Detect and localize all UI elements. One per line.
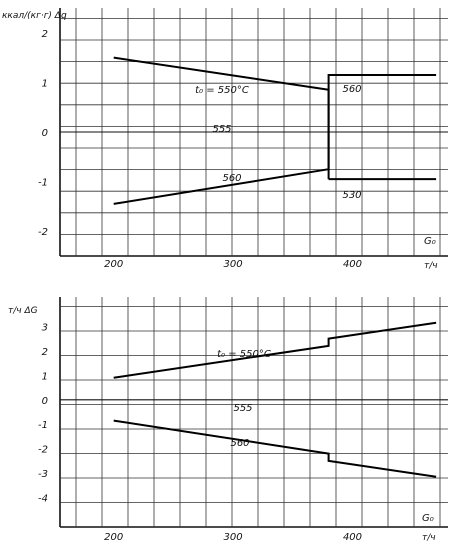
series-line-1-0 — [113, 321, 437, 379]
y-tick-label-1-0: 0 — [42, 396, 48, 407]
y-axis-label-1: т/ч ΔG — [8, 306, 38, 316]
x-tick-label-1-400: 400 — [343, 532, 362, 543]
y-tick-label-0-0: 0 — [42, 128, 48, 139]
y-tick-label-1--1: -1 — [38, 420, 48, 431]
y-tick-label-1-3: 3 — [42, 322, 48, 333]
curve-label-1-0: t₀ = 550°C — [217, 349, 271, 360]
x-tick-label-1-300: 300 — [224, 532, 243, 543]
x-axis-label-0: G₀ — [424, 236, 436, 247]
y-tick-label-0-1: 1 — [42, 78, 48, 89]
curve-label-0-2: 555 — [212, 124, 231, 135]
curve-label-1-2: 560 — [230, 438, 249, 449]
curve-label-0-3: 560 — [222, 173, 241, 184]
curve-label-1-1: 555 — [233, 403, 252, 414]
x-tick-label-0-300: 300 — [224, 259, 243, 270]
y-tick-label-1-1: 1 — [42, 371, 48, 382]
curve-label-0-1: 560 — [342, 84, 361, 95]
x-axis-label-1: G₀ — [422, 513, 434, 524]
y-tick-label-0--1: -1 — [38, 178, 48, 189]
y-tick-label-1--4: -4 — [38, 494, 48, 505]
series-line-0-0 — [113, 56, 329, 91]
x-tick-label-0-200: 200 — [104, 259, 123, 270]
x-axis-unit-1: т/ч — [422, 533, 436, 543]
y-tick-label-0--2: -2 — [38, 227, 48, 238]
curve-label-0-4: 530 — [342, 190, 361, 201]
y-tick-label-1--2: -2 — [38, 445, 48, 456]
x-axis-unit-0: т/ч — [424, 261, 438, 271]
x-tick-label-1-200: 200 — [104, 532, 123, 543]
y-tick-label-0-2: 2 — [42, 29, 48, 40]
y-tick-label-1--3: -3 — [38, 469, 48, 480]
x-tick-label-0-400: 400 — [343, 259, 362, 270]
curve-label-0-0: t₀ = 550°C — [195, 85, 249, 96]
series-line-1-1 — [113, 419, 437, 478]
y-axis-label-0: ккал/(кг·г) Δq — [2, 11, 67, 21]
y-tick-label-1-2: 2 — [42, 347, 48, 358]
